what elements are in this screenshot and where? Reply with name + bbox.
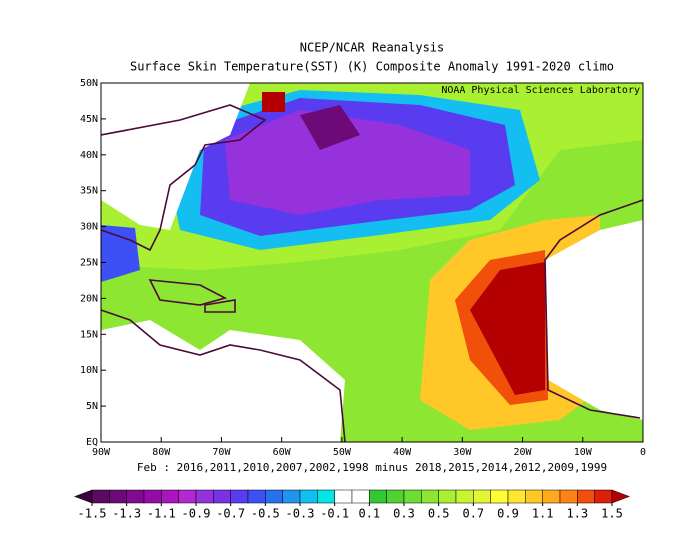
colorbar-box xyxy=(438,489,457,504)
subtitle: Surface Skin Temperature(SST) (K) Compos… xyxy=(130,60,614,74)
colorbar-box xyxy=(507,489,526,504)
lat-label: 15N xyxy=(80,329,98,340)
colorbar-box xyxy=(559,489,578,504)
colorbar-box xyxy=(525,489,543,504)
colorbar-box xyxy=(542,489,561,504)
lat-label: 5N xyxy=(86,401,98,412)
colorbar-label: -1.1 xyxy=(147,507,176,521)
lat-label: 35N xyxy=(80,186,98,197)
colorbar-box xyxy=(109,489,127,504)
colorbar-box xyxy=(230,489,249,504)
lon-label: 70W xyxy=(212,447,231,458)
colorbar-box xyxy=(126,489,145,504)
lon-label: 50W xyxy=(333,447,352,458)
lon-label: 60W xyxy=(273,447,292,458)
colorbar-arrow xyxy=(73,489,93,504)
colorbar-label: -1.5 xyxy=(78,507,107,521)
colorbar-box xyxy=(282,489,301,504)
colorbar-box xyxy=(455,489,474,504)
caption: Feb : 2016,2011,2010,2007,2002,1998 minu… xyxy=(137,461,607,474)
colorbar-label: -1.3 xyxy=(112,507,141,521)
colorbar-box xyxy=(334,489,353,504)
colorbar-label: 0.9 xyxy=(497,507,519,521)
lat-label: EQ xyxy=(86,437,98,448)
lat-label: 50N xyxy=(80,78,98,89)
colorbar-box xyxy=(386,489,405,504)
colorbar-box xyxy=(403,489,422,504)
colorbar-label: 0.1 xyxy=(358,507,380,521)
lat-label: 25N xyxy=(80,258,98,269)
colorbar-box xyxy=(195,489,214,504)
lon-label: 80W xyxy=(152,447,171,458)
lat-label: 40N xyxy=(80,150,98,161)
lon-label: 40W xyxy=(393,447,412,458)
title: NCEP/NCAR Reanalysis xyxy=(300,41,445,55)
lon-label: 90W xyxy=(92,447,111,458)
colorbar-box xyxy=(577,489,595,504)
colorbar-box xyxy=(161,489,179,504)
colorbar-box xyxy=(143,489,162,504)
colorbar-box xyxy=(490,489,509,504)
anomaly-field xyxy=(101,83,643,442)
colorbar-box xyxy=(421,489,439,504)
colorbar-label: 0.3 xyxy=(393,507,415,521)
colorbar-label: -0.3 xyxy=(286,507,315,521)
colorbar-arrow xyxy=(611,489,631,504)
lon-label: 10W xyxy=(574,447,593,458)
colorbar-label: 1.3 xyxy=(566,507,588,521)
colorbar-label: -0.5 xyxy=(251,507,280,521)
colorbar-box xyxy=(369,489,387,504)
lat-label: 20N xyxy=(80,293,98,304)
lat-label: 30N xyxy=(80,222,98,233)
credit: NOAA Physical Sciences Laboratory xyxy=(441,85,640,96)
colorbar-box xyxy=(299,489,318,504)
colorbar-box xyxy=(317,489,335,504)
colorbar-box xyxy=(91,489,110,504)
lon-label: 30W xyxy=(453,447,472,458)
colorbar-box xyxy=(594,489,613,504)
colorbar-box xyxy=(473,489,491,504)
colorbar-label: 0.5 xyxy=(428,507,450,521)
colorbar-label: 1.1 xyxy=(532,507,554,521)
colorbar-box xyxy=(265,489,283,504)
lon-label: 20W xyxy=(514,447,533,458)
lat-label: 10N xyxy=(80,365,98,376)
colorbar-label: 0.7 xyxy=(462,507,484,521)
colorbar-box xyxy=(247,489,266,504)
colorbar-box xyxy=(178,489,197,504)
colorbar-box xyxy=(213,489,231,504)
colorbar-box xyxy=(351,489,370,504)
colorbar-label: -0.9 xyxy=(182,507,211,521)
lon-label: 0 xyxy=(640,447,646,458)
colorbar-label: -0.7 xyxy=(216,507,245,521)
lat-label: 45N xyxy=(80,114,98,125)
colorbar-label: -0.1 xyxy=(320,507,349,521)
colorbar-label: 1.5 xyxy=(601,507,623,521)
